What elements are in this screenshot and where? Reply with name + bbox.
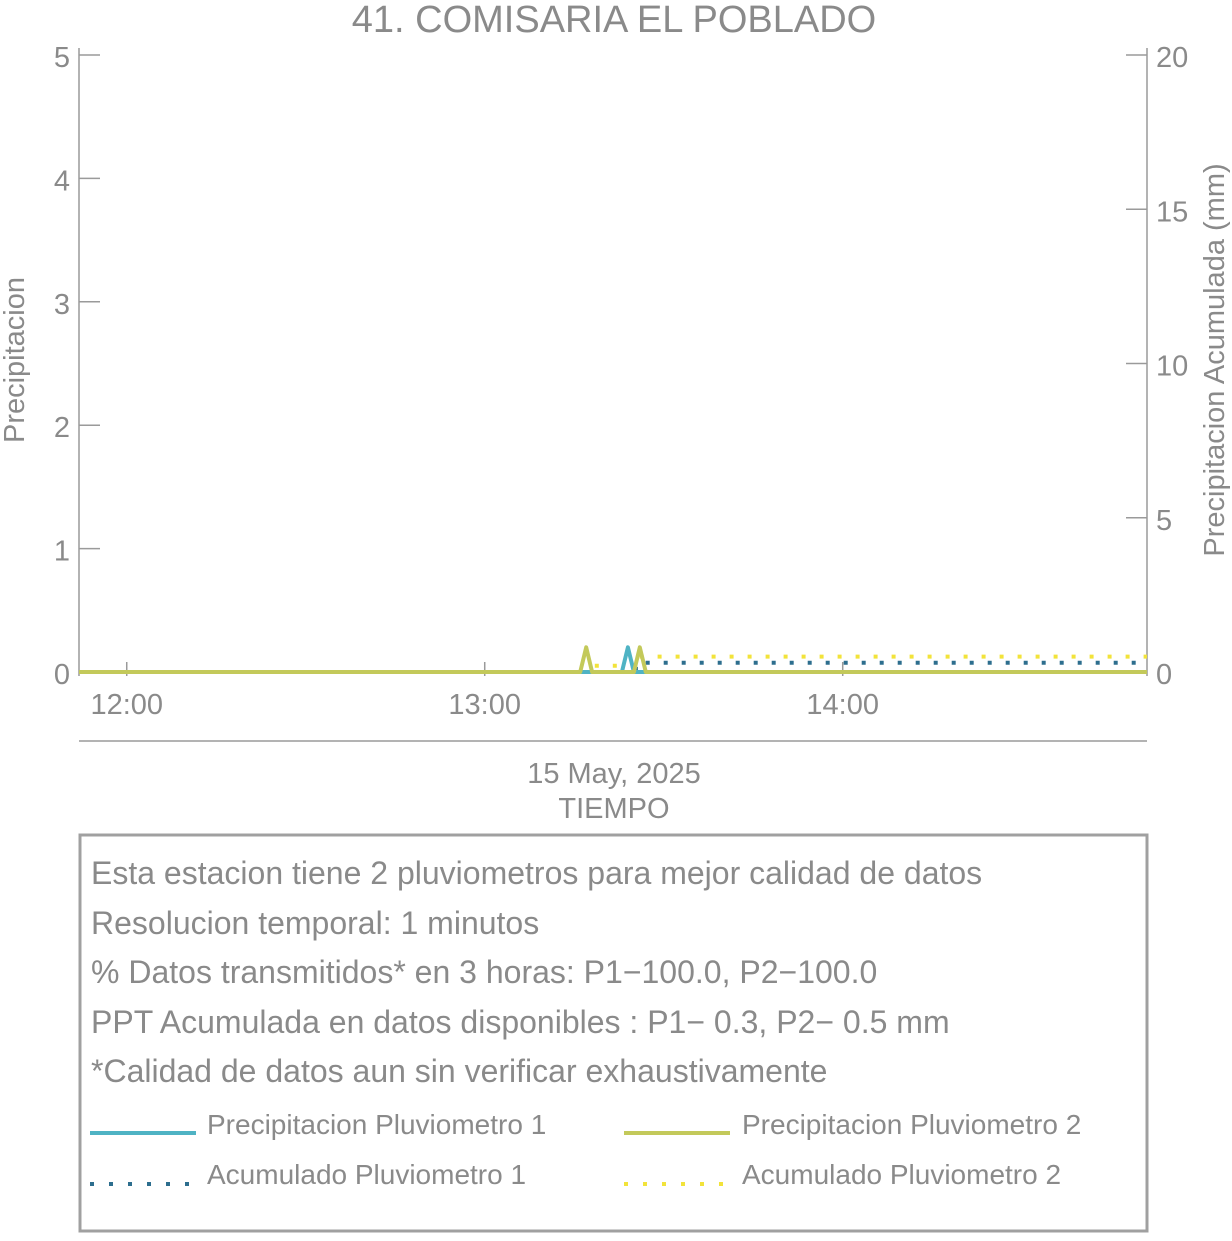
x-axis-date: 15 May, 2025 <box>527 758 701 790</box>
x-tick-label: 14:00 <box>806 689 879 721</box>
info-line-5: *Calidad de datos aun sin verificar exha… <box>91 1053 827 1089</box>
x-axis-ticks: 12:00 13:00 14:00 <box>90 662 879 721</box>
right-tick-label: 20 <box>1156 42 1188 74</box>
info-line-4: PPT Acumulada en datos disponibles : P1−… <box>91 1004 950 1040</box>
y-axis-label: Precipitacion <box>0 277 31 443</box>
right-tick-label: 5 <box>1156 505 1172 537</box>
info-line-1: Esta estacion tiene 2 pluviometros para … <box>91 855 982 891</box>
x-tick-label: 13:00 <box>448 689 521 721</box>
right-tick-label: 10 <box>1156 351 1188 383</box>
left-tick-label: 1 <box>54 536 70 568</box>
x-axis-label: TIEMPO <box>558 793 669 825</box>
right-tick-label: 0 <box>1156 659 1172 691</box>
legend-label-p2: Precipitacion Pluviometro 2 <box>742 1109 1081 1140</box>
left-tick-label: 0 <box>54 659 70 691</box>
x-tick-label: 12:00 <box>90 689 163 721</box>
info-box: Esta estacion tiene 2 pluviometros para … <box>78 833 1149 1233</box>
left-tick-label: 3 <box>54 289 70 321</box>
series-precipitacion-pluviometro-2 <box>79 645 1147 674</box>
info-line-3: % Datos transmitidos* en 3 horas: P1−100… <box>91 954 877 990</box>
right-tick-label: 15 <box>1156 196 1188 228</box>
legend: Precipitacion Pluviometro 1 Precipitacio… <box>90 1109 1081 1190</box>
series-layer <box>79 645 1147 674</box>
info-box-frame <box>78 833 1149 1233</box>
right-axis-ticks: 0 5 10 15 20 <box>1126 42 1188 691</box>
legend-label-a1: Acumulado Pluviometro 1 <box>207 1159 526 1190</box>
series-precipitacion-pluviometro-1 <box>79 645 1147 674</box>
y2-axis-label: Precipitacion Acumulada (mm) <box>1199 163 1231 556</box>
left-tick-label: 2 <box>54 412 70 444</box>
legend-label-a2: Acumulado Pluviometro 2 <box>742 1159 1061 1190</box>
left-tick-label: 4 <box>54 165 70 197</box>
legend-label-p1: Precipitacion Pluviometro 1 <box>207 1109 546 1140</box>
plot-area: 0 1 2 3 4 5 0 5 10 15 20 12:00 13:00 14:00 <box>54 42 1188 721</box>
left-tick-label: 5 <box>54 42 70 74</box>
left-axis-ticks: 0 1 2 3 4 5 <box>54 42 100 691</box>
info-line-2: Resolucion temporal: 1 minutos <box>91 905 539 941</box>
series-acumulado-pluviometro-2 <box>79 654 1147 674</box>
chart-title: 41. COMISARIA EL POBLADO <box>352 0 876 41</box>
